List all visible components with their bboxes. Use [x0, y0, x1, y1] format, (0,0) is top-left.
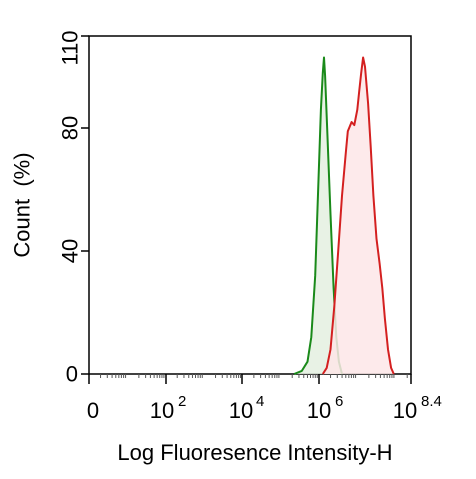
- x-tick-exponent: 4: [256, 393, 264, 410]
- histogram-area-2: [322, 57, 394, 374]
- histogram-line-2: [321, 56, 395, 375]
- y-axis: 0 40 80 110 Count (%): [10, 30, 89, 387]
- y-tick-label: 80: [58, 116, 83, 140]
- y-tick-label: 0: [66, 362, 78, 387]
- x-tick-label: 10: [229, 398, 253, 423]
- plot-frame: [88, 35, 412, 375]
- series-layer: [293, 56, 395, 375]
- x-tick-exponent: 2: [178, 393, 186, 410]
- y-tick-label: 110: [58, 30, 83, 65]
- x-tick-label: 10: [307, 398, 331, 423]
- x-tick-label: 0: [87, 398, 99, 423]
- x-minor-ticks: [100, 374, 408, 378]
- y-tick-label: 40: [58, 239, 83, 263]
- x-tick-exponent: 8.4: [421, 393, 442, 410]
- x-tick-label: 10: [150, 398, 174, 423]
- y-axis-label: Count (%): [10, 152, 35, 257]
- x-axis-label: Log Fluoresence Intensity-H: [117, 440, 392, 465]
- x-axis: 0 10 2 10 4 10 6 10 8.4 Log Fluoresence …: [87, 374, 442, 465]
- x-tick-exponent: 6: [335, 393, 343, 410]
- x-tick-label: 10: [393, 398, 417, 423]
